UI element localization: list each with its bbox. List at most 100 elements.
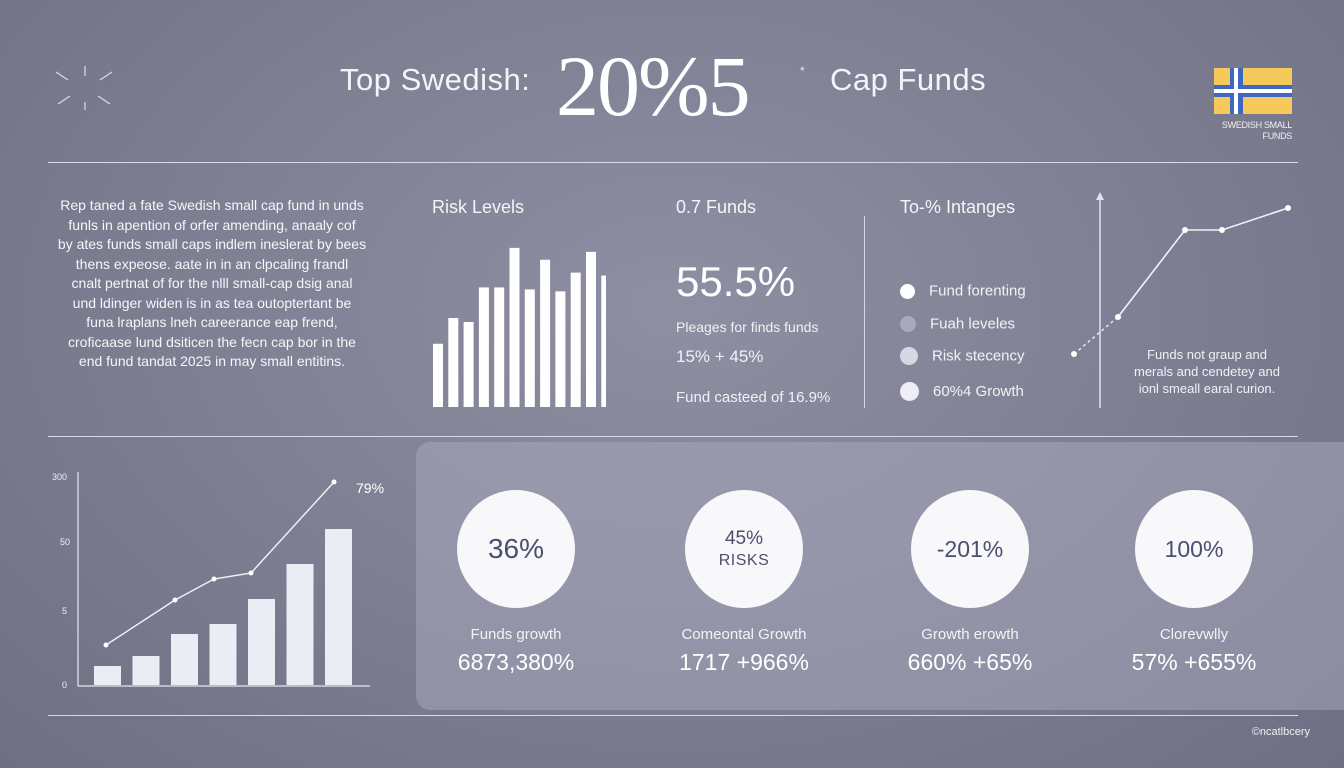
legend-dot-icon: [900, 382, 919, 401]
legend-label: Fuah leveles: [930, 315, 1016, 333]
stat-value: 45%: [724, 528, 764, 549]
title-mark: *: [800, 64, 805, 78]
legend-label: Fund forenting: [929, 282, 1026, 300]
legend-dot-icon: [900, 316, 916, 333]
bar: [509, 247, 520, 407]
legend-item: 60%4 Growth: [900, 382, 1024, 402]
title-big-number: 20%5: [556, 38, 751, 134]
intro-line: croficaase lund dsiticen the fecn cap bo…: [68, 333, 356, 350]
stat-card: -201% Growth erowth 660% +65%: [880, 490, 1060, 676]
intro-line: funls in apention of orfer amending, ana…: [68, 216, 356, 233]
swedish-flag-icon: [1214, 68, 1292, 114]
data-point: [1071, 351, 1077, 357]
axis-tick-label: 50: [60, 537, 71, 547]
risk-bar-chart: [433, 247, 606, 407]
data-point: [172, 597, 178, 603]
funds-line1: Pleages for finds funds: [676, 319, 819, 335]
intro-line: funa lraplans lneh careerance eap frend,: [86, 314, 338, 330]
axis-arrow-icon: [1096, 192, 1104, 200]
trend-note: Funds not graup and merals and cendetey …: [1112, 346, 1302, 397]
footer-credit: ©ncatlbcery: [1251, 726, 1310, 738]
bar: [132, 656, 160, 685]
title-left: Top Swedish:: [340, 62, 531, 97]
funds-heading: 0.7 Funds: [676, 197, 757, 217]
bar: [94, 666, 121, 685]
stat-card: 45% RISKS Comeontal Growth 1717 +966%: [654, 490, 834, 676]
data-point: [248, 570, 254, 576]
intro-line: thens expeose. aate in in an clpcaling f…: [75, 255, 349, 272]
bar: [555, 291, 566, 407]
divider-bottom: [48, 715, 1298, 716]
stat-value: 36%: [487, 533, 545, 564]
interest-heading: To-% Intanges: [900, 197, 1016, 217]
title-right: Cap Funds: [830, 62, 987, 97]
legend-item: Risk stecency: [900, 347, 1025, 367]
legend-dot-icon: [900, 347, 918, 366]
bar: [171, 634, 198, 685]
divider-top: [48, 162, 1298, 163]
stat-number: 6873,380%: [457, 649, 575, 675]
legend-item: Fuah leveles: [900, 315, 1015, 335]
stat-number: 1717 +966%: [679, 649, 809, 675]
stat-label: Funds growth: [470, 626, 562, 643]
flag-caption: SWEDISH SMALL FUNDS: [1172, 120, 1292, 142]
stat-label: Growth erowth: [921, 626, 1019, 643]
legend-dot-icon: [900, 283, 915, 299]
bar: [433, 343, 443, 407]
bar: [494, 287, 505, 407]
flag-caption-line2: FUNDS: [1262, 131, 1293, 141]
stat-value: -201%: [936, 535, 1004, 562]
stat-number: 57% +655%: [1131, 649, 1257, 675]
bar: [286, 564, 314, 685]
bar: [478, 287, 489, 407]
stat-circle: 100%: [1135, 490, 1253, 608]
axis-tick-label: 5: [62, 606, 68, 616]
series-line: [1117, 207, 1289, 318]
trend-note-line: merals and cendetey and: [1134, 364, 1280, 379]
bar: [448, 318, 459, 407]
risk-levels-heading: Risk Levels: [432, 197, 525, 217]
stat-sub: RISKS: [718, 552, 770, 569]
stat-circle: 36%: [457, 490, 575, 608]
growth-combo-chart: [77, 472, 370, 687]
funds-line3: Fund casteed of 16.9%: [676, 389, 831, 406]
bar: [325, 529, 352, 685]
stat-label: Clorevwlly: [1159, 626, 1229, 643]
legend-label: 60%4 Growth: [933, 383, 1024, 400]
bar: [524, 289, 535, 407]
trend-note-line: Funds not graup and: [1147, 347, 1267, 362]
trend-line-chart: [1071, 192, 1291, 408]
intro-line: und ldinger widen is in as tea outoptert…: [72, 294, 352, 311]
bar: [463, 322, 474, 407]
intro-text: Rep taned a fate Swedish small cap fund …: [52, 196, 372, 372]
intro-line: cnalt pertnat of for the nlll small-cap …: [71, 275, 353, 291]
trend-note-line: ionl smeall earal curion.: [1138, 381, 1276, 396]
data-point: [331, 479, 337, 485]
data-point: [1219, 227, 1225, 233]
bar: [570, 272, 581, 407]
data-point: [103, 642, 109, 648]
intro-line: Rep taned a fate Swedish small cap fund …: [60, 197, 364, 213]
data-point: [1182, 227, 1188, 233]
data-point: [211, 576, 217, 582]
divider-middle: [48, 436, 1298, 437]
intro-line: by ates funds small caps indlem ineslera…: [57, 236, 367, 252]
stat-card: 100% Clorevwlly 57% +655%: [1104, 490, 1284, 676]
sparkle-icon: [55, 66, 113, 110]
bar: [586, 251, 596, 407]
bar: [540, 259, 551, 407]
data-point: [1115, 314, 1121, 320]
divider-vertical: [864, 216, 865, 408]
stat-circle: 45% RISKS: [685, 490, 803, 608]
funds-big-value: 55.5%: [676, 258, 796, 305]
bar: [601, 275, 606, 407]
legend-label: Risk stecency: [932, 347, 1025, 365]
stat-label: Comeontal Growth: [681, 626, 807, 643]
legend-item: Fund forenting: [900, 282, 1026, 302]
flag-caption-line1: SWEDISH SMALL: [1221, 120, 1292, 130]
intro-line: end fund tandat 2025 in may small entiti…: [78, 353, 346, 369]
stat-circle: -201%: [911, 490, 1029, 608]
chart-end-label: 79%: [356, 480, 385, 496]
stat-card: 36% Funds growth 6873,380%: [426, 490, 606, 676]
stat-value: 100%: [1164, 535, 1224, 562]
